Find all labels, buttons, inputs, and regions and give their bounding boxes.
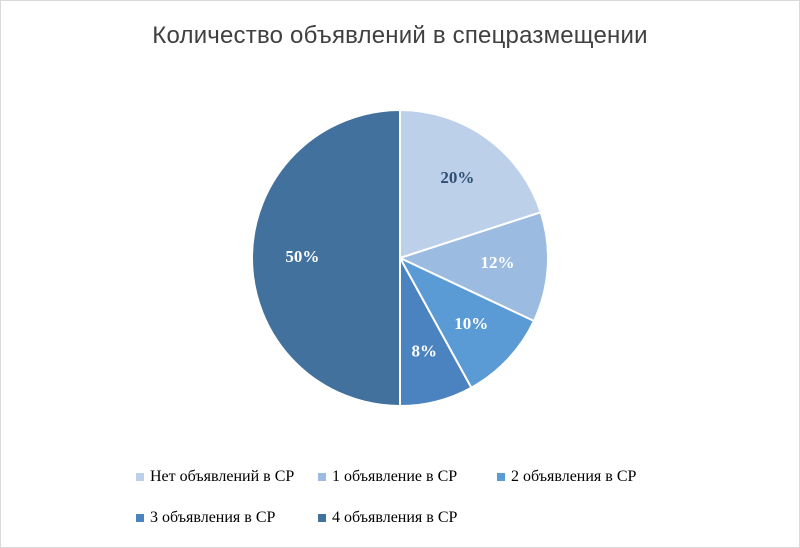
- legend-item-0: Нет объявлений в СР: [136, 468, 294, 486]
- legend-label-3: 3 объявления в СР: [150, 509, 276, 526]
- legend-item-1: 1 объявление в СР: [318, 468, 457, 486]
- legend-label-4: 4 объявления в СР: [332, 509, 458, 526]
- slice-label-3: 8%: [412, 342, 438, 361]
- legend-swatch-0: [136, 473, 144, 481]
- pie-slice-4: [251, 108, 401, 408]
- legend-label-1: 1 объявление в СР: [332, 468, 458, 485]
- legend-item-4: 4 объявления в СР: [318, 509, 457, 527]
- legend-swatch-3: [136, 514, 144, 522]
- legend-swatch-1: [318, 473, 326, 481]
- slice-label-1: 12%: [480, 253, 514, 272]
- pie-slice-1: [397, 211, 549, 323]
- slice-label-4: 50%: [285, 247, 319, 266]
- chart-title: Количество объявлений в спецразмещении: [152, 22, 648, 49]
- legend-swatch-4: [318, 514, 326, 522]
- legend-label-0: Нет объявлений в СР: [150, 468, 295, 485]
- legend-item-2: 2 объявления в СР: [497, 468, 636, 486]
- pie-slice-0: [399, 108, 543, 260]
- slice-label-0: 20%: [440, 168, 474, 187]
- legend-label-2: 2 объявления в СР: [511, 468, 637, 485]
- slice-label-2: 10%: [454, 314, 488, 333]
- pie-slice-2: [397, 255, 536, 390]
- legend-swatch-2: [497, 473, 505, 481]
- legend-item-3: 3 объявления в СР: [136, 509, 275, 527]
